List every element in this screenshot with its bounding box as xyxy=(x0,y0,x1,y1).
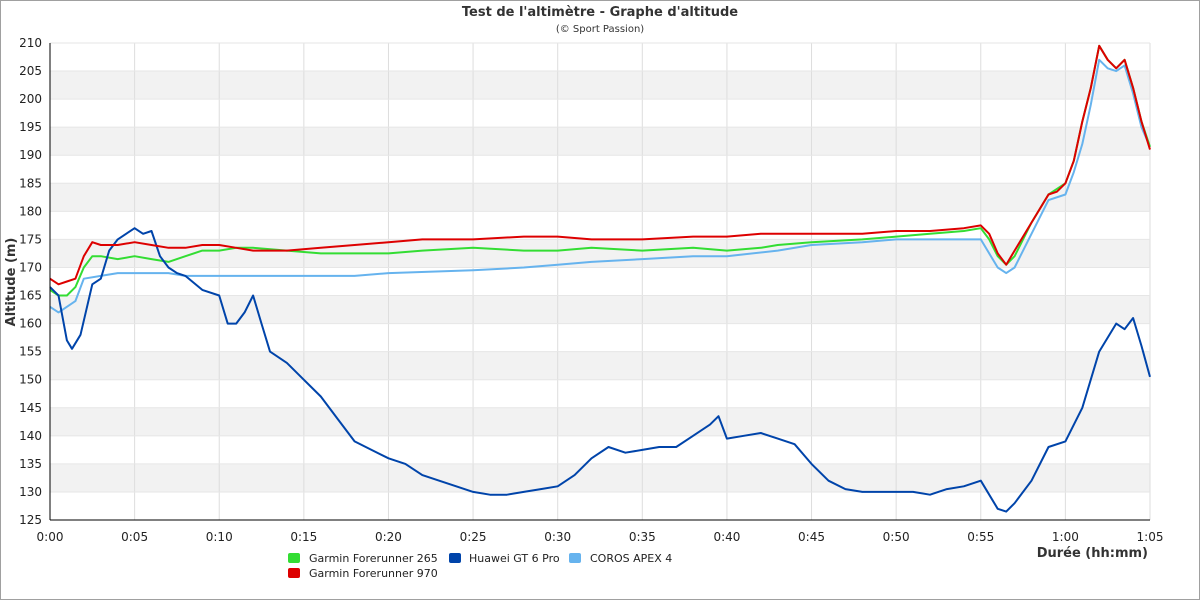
y-tick-label: 195 xyxy=(19,120,42,134)
y-tick-label: 200 xyxy=(19,92,42,106)
y-tick-label: 135 xyxy=(19,457,42,471)
x-tick-labels: 0:00 0:05 0:10 0:15 0:20 0:25 0:30 0:35 0:40 0:45… xyxy=(37,530,1164,544)
chart-subtitle: (© Sport Passion) xyxy=(556,24,644,35)
plot-band xyxy=(50,127,1150,156)
y-tick-label: 180 xyxy=(19,204,42,218)
legend-label-coros-apex4: COROS APEX 4 xyxy=(590,552,672,565)
x-tick-label: 0:50 xyxy=(883,530,910,544)
x-tick-label: 0:40 xyxy=(713,530,740,544)
y-tick-label: 150 xyxy=(19,373,42,387)
series-line-garmin-forerunner-970 xyxy=(49,44,1151,286)
legend-label-forerunner-265: Garmin Forerunner 265 xyxy=(309,552,438,565)
y-tick-label: 210 xyxy=(19,36,42,50)
legend-swatch-coros-apex4 xyxy=(569,553,581,563)
y-tick-label: 185 xyxy=(19,176,42,190)
x-tick-label: 0:30 xyxy=(544,530,571,544)
x-tick-label: 1:05 xyxy=(1137,530,1164,544)
axes xyxy=(49,43,1150,521)
legend-label-huawei-gt6pro: Huawei GT 6 Pro xyxy=(469,552,560,565)
plot-bands xyxy=(50,71,1150,492)
x-tick-label: 0:05 xyxy=(121,530,148,544)
x-tick-label: 0:00 xyxy=(37,530,64,544)
legend: Garmin Forerunner 265 Garmin Forerunner … xyxy=(288,552,672,580)
legend-item-forerunner-970: Garmin Forerunner 970 xyxy=(288,567,438,580)
x-tick-label: 0:10 xyxy=(206,530,233,544)
y-tick-label: 205 xyxy=(19,64,42,78)
y-tick-label: 145 xyxy=(19,401,42,415)
plot-band xyxy=(50,71,1150,100)
plot-band xyxy=(50,183,1150,212)
grid-lines xyxy=(49,42,1151,521)
legend-label-forerunner-970: Garmin Forerunner 970 xyxy=(309,567,438,580)
plot-band xyxy=(50,407,1150,436)
plot-band xyxy=(50,295,1150,324)
x-tick-label: 0:25 xyxy=(460,530,487,544)
y-tick-label: 170 xyxy=(19,260,42,274)
chart-title: Test de l'altimètre - Graphe d'altitude xyxy=(462,5,738,20)
x-tick-label: 0:20 xyxy=(375,530,402,544)
y-tick-label: 190 xyxy=(19,148,42,162)
y-axis-label: Altitude (m) xyxy=(4,238,19,327)
series-layer xyxy=(49,44,1151,513)
plot-band xyxy=(50,463,1150,492)
y-tick-label: 175 xyxy=(19,232,42,246)
y-tick-label: 165 xyxy=(19,289,42,303)
y-tick-label: 125 xyxy=(19,513,42,527)
legend-item-coros-apex4: COROS APEX 4 xyxy=(569,552,672,565)
y-tick-label: 140 xyxy=(19,429,42,443)
plot-band xyxy=(50,351,1150,380)
x-tick-label: 0:45 xyxy=(798,530,825,544)
y-tick-label: 130 xyxy=(19,485,42,499)
y-tick-labels: 125 130 135 140 145 150 155 160 165 170 175 180 185 1… xyxy=(19,36,42,527)
x-axis-label: Durée (hh:mm) xyxy=(1037,546,1148,561)
legend-swatch-forerunner-265 xyxy=(288,553,300,563)
y-tick-label: 155 xyxy=(19,345,42,359)
x-tick-label: 1:00 xyxy=(1052,530,1079,544)
x-tick-label: 0:15 xyxy=(290,530,317,544)
x-tick-label: 0:35 xyxy=(629,530,656,544)
series-line-huawei-gt-6-pro xyxy=(49,227,1151,513)
plot-band xyxy=(50,239,1150,268)
x-tick-label: 0:55 xyxy=(967,530,994,544)
legend-swatch-huawei-gt6pro xyxy=(449,553,461,563)
legend-item-forerunner-265: Garmin Forerunner 265 xyxy=(288,552,438,565)
y-tick-label: 160 xyxy=(19,317,42,331)
legend-swatch-forerunner-970 xyxy=(288,568,300,578)
legend-item-huawei-gt6pro: Huawei GT 6 Pro xyxy=(449,552,560,565)
series-line-coros-apex-4 xyxy=(49,58,1151,314)
